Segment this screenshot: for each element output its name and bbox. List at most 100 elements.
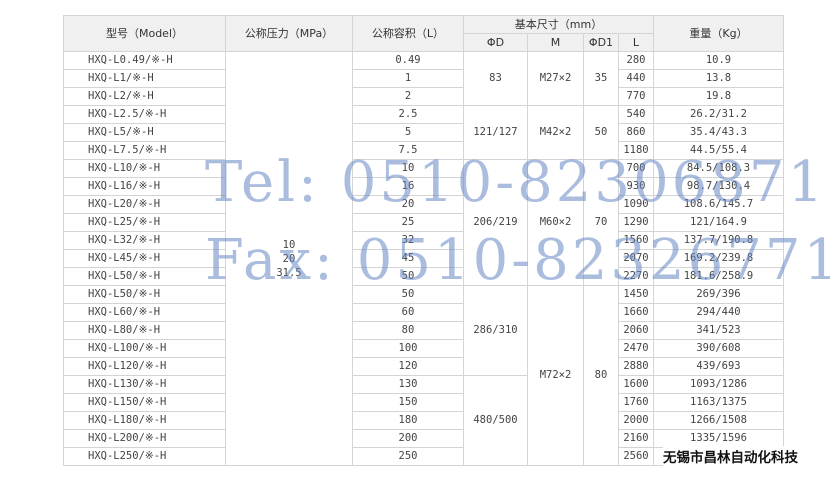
diameter-cell: 206/219	[463, 159, 528, 286]
length-cell: 2560	[618, 447, 654, 466]
model-cell: HXQ-L32/※-H	[63, 231, 226, 250]
pressure-value: 20	[282, 252, 296, 265]
volume-cell: 2	[352, 87, 464, 106]
weight-cell: 26.2/31.2	[653, 105, 784, 124]
length-cell: 1180	[618, 141, 654, 160]
volume-cell: 150	[352, 393, 464, 412]
weight-cell: 1163/1375	[653, 393, 784, 412]
model-cell: HXQ-L20/※-H	[63, 195, 226, 214]
model-cell: HXQ-L50/※-H	[63, 285, 226, 304]
table-row: HXQ-L10/※-H 10 206/219 M60×2 70 700 84.5/108.3	[63, 159, 784, 286]
volume-cell: 1	[352, 69, 464, 88]
diameter1-cell: 35	[583, 51, 619, 106]
table-row: HXQ-L150/※-H 150 1760 1163/1375	[63, 393, 784, 412]
model-cell: HXQ-L200/※-H	[63, 429, 226, 448]
volume-cell: 5	[352, 123, 464, 142]
company-name: 无锡市昌林自动化科技	[663, 446, 798, 466]
table-row: HXQ-L130/※-H 130 480/500 1600 1093/1286	[63, 375, 784, 466]
length-cell: 1560	[618, 231, 654, 250]
weight-cell: 390/608	[653, 339, 784, 358]
header-pressure: 公称压力（MPa）	[225, 15, 353, 52]
header-weight: 重量（Kg）	[653, 15, 784, 52]
volume-cell: 250	[352, 447, 464, 466]
model-cell: HXQ-L2/※-H	[63, 87, 226, 106]
weight-cell: 294/440	[653, 303, 784, 322]
header-model: 型号（Model）	[63, 15, 226, 52]
volume-cell: 180	[352, 411, 464, 430]
weight-cell: 181.6/258.9	[653, 267, 784, 286]
length-cell: 770	[618, 87, 654, 106]
table-row: HXQ-L180/※-H 180 2000 1266/1508	[63, 411, 784, 430]
length-cell: 540	[618, 105, 654, 124]
model-cell: HXQ-L0.49/※-H	[63, 51, 226, 70]
table-row: HXQ-L2/※-H 2 770 19.8	[63, 87, 784, 106]
volume-cell: 32	[352, 231, 464, 250]
weight-cell: 19.8	[653, 87, 784, 106]
header-dimensions: 基本尺寸（mm）	[463, 15, 654, 34]
weight-cell: 35.4/43.3	[653, 123, 784, 142]
weight-cell: 121/164.9	[653, 213, 784, 232]
diameter-cell: 286/310	[463, 285, 528, 376]
model-cell: HXQ-L5/※-H	[63, 123, 226, 142]
table-row: HXQ-L60/※-H 60 1660 294/440	[63, 303, 784, 322]
volume-cell: 20	[352, 195, 464, 214]
weight-cell: 269/396	[653, 285, 784, 304]
model-cell: HXQ-L7.5/※-H	[63, 141, 226, 160]
weight-cell: 137.7/190.8	[653, 231, 784, 250]
length-cell: 2270	[618, 267, 654, 286]
model-cell: HXQ-L10/※-H	[63, 159, 226, 178]
volume-cell: 60	[352, 303, 464, 322]
length-cell: 1660	[618, 303, 654, 322]
model-cell: HXQ-L50/※-H	[63, 267, 226, 286]
table-row: HXQ-L1/※-H 1 440 13.8	[63, 69, 784, 88]
thread-cell: M72×2	[527, 285, 584, 466]
weight-cell: 1093/1286	[653, 375, 784, 394]
table-row: HXQ-L20/※-H 20 1090 108.6/145.7	[63, 195, 784, 214]
length-cell: 440	[618, 69, 654, 88]
length-cell: 2070	[618, 249, 654, 268]
table-row: HXQ-L100/※-H 100 2470 390/608	[63, 339, 784, 358]
length-cell: 860	[618, 123, 654, 142]
model-cell: HXQ-L100/※-H	[63, 339, 226, 358]
model-cell: HXQ-L25/※-H	[63, 213, 226, 232]
weight-cell: 341/523	[653, 321, 784, 340]
diameter1-cell: 70	[583, 159, 619, 286]
header-m: M	[527, 33, 584, 52]
diameter-cell: 480/500	[463, 375, 528, 466]
model-cell: HXQ-L250/※-H	[63, 447, 226, 466]
length-cell: 1090	[618, 195, 654, 214]
volume-cell: 45	[352, 249, 464, 268]
table-row: HXQ-L32/※-H 32 1560 137.7/190.8	[63, 231, 784, 250]
volume-cell: 2.5	[352, 105, 464, 124]
diameter-cell: 121/127	[463, 105, 528, 160]
model-cell: HXQ-L2.5/※-H	[63, 105, 226, 124]
header-volume: 公称容积（L）	[352, 15, 464, 52]
product-spec-table: 型号（Model） 公称压力（MPa） 公称容积（L） 基本尺寸（mm） 重量（…	[63, 15, 784, 466]
table-row: HXQ-L45/※-H 45 2070 169.2/239.8	[63, 249, 784, 268]
table-row: HXQ-L2.5/※-H 2.5 121/127 M42×2 50 540 26.2/31.…	[63, 105, 784, 160]
pressure-cell: 10 20 31.5	[225, 51, 353, 466]
pressure-value: 31.5	[276, 266, 302, 279]
volume-cell: 7.5	[352, 141, 464, 160]
model-cell: HXQ-L120/※-H	[63, 357, 226, 376]
weight-cell: 98.7/130.4	[653, 177, 784, 196]
volume-cell: 50	[352, 267, 464, 286]
model-cell: HXQ-L16/※-H	[63, 177, 226, 196]
length-cell: 700	[618, 159, 654, 178]
length-cell: 2880	[618, 357, 654, 376]
length-cell: 2000	[618, 411, 654, 430]
table-row: HXQ-L7.5/※-H 7.5 1180 44.5/55.4	[63, 141, 784, 160]
length-cell: 1600	[618, 375, 654, 394]
table-row: HXQ-L0.49/※-H 10 20 31.5 0.49 83 M27×2 35 280 10.…	[63, 51, 784, 466]
weight-cell: 44.5/55.4	[653, 141, 784, 160]
length-cell: 1290	[618, 213, 654, 232]
volume-cell: 200	[352, 429, 464, 448]
volume-cell: 120	[352, 357, 464, 376]
weight-cell: 10.9	[653, 51, 784, 70]
table-row: HXQ-L5/※-H 5 860 35.4/43.3	[63, 123, 784, 142]
volume-cell: 130	[352, 375, 464, 394]
length-cell: 2060	[618, 321, 654, 340]
table-row: HXQ-L120/※-H 120 2880 439/693	[63, 357, 784, 376]
thread-cell: M27×2	[527, 51, 584, 106]
volume-cell: 16	[352, 177, 464, 196]
